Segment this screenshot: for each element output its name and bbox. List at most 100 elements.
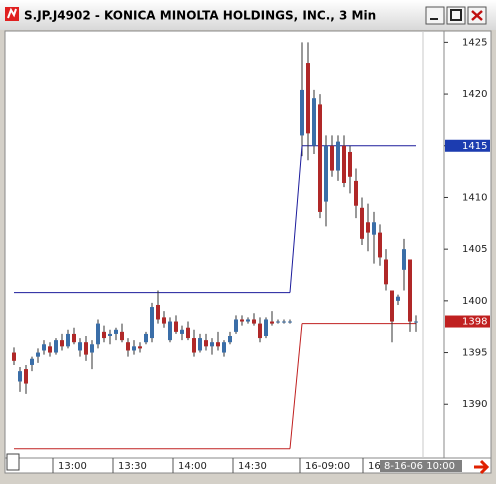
candle-body	[12, 352, 16, 361]
candle-body	[132, 346, 136, 351]
candle-body	[378, 232, 382, 258]
candle-body	[78, 342, 82, 351]
current-time-box	[380, 460, 462, 472]
candle-body	[90, 344, 94, 353]
candle-body	[384, 259, 388, 285]
candle-body	[66, 333, 70, 347]
candle-body	[360, 207, 364, 239]
plot-area	[4, 30, 445, 459]
candle-body	[72, 333, 76, 343]
price-marker	[445, 139, 490, 152]
candle-body	[402, 249, 406, 270]
y-tick-label: 1395	[462, 348, 487, 359]
time-axis	[4, 457, 492, 474]
candle-body	[408, 259, 412, 322]
candle-body	[198, 338, 202, 351]
y-tick-label: 1390	[462, 399, 487, 410]
candle-body	[342, 145, 346, 183]
candle-body	[282, 321, 286, 323]
title-bar	[0, 0, 496, 30]
current-time: 8-16-06 10:00	[384, 461, 455, 472]
price-marker-label: 1415	[462, 141, 487, 152]
high-line-step	[289, 145, 303, 293]
candle-body	[126, 342, 130, 351]
candle-body	[180, 329, 184, 334]
candle-body	[96, 323, 100, 345]
candle-body	[210, 342, 214, 347]
candle-body	[348, 151, 352, 177]
candle-body	[270, 321, 274, 324]
candle-body	[150, 307, 154, 339]
app-icon	[5, 7, 19, 21]
candle-body	[84, 342, 88, 355]
x-tick-label: 13:00	[58, 461, 87, 472]
candle-body	[186, 327, 190, 339]
candle-body	[300, 89, 304, 136]
candle-body	[156, 304, 160, 320]
candle-body	[366, 222, 370, 233]
candle-body	[336, 141, 340, 171]
y-tick-label: 1425	[462, 37, 487, 48]
candle-body	[36, 352, 40, 357]
candle-body	[30, 358, 34, 365]
scroll-right-arrow[interactable]	[474, 459, 490, 475]
candle-body	[234, 319, 238, 332]
candle-body	[138, 346, 142, 349]
candle-body	[174, 321, 178, 332]
window-title: S.JP.J4902 - KONICA MINOLTA HOLDINGS, IN…	[24, 9, 376, 23]
candle-body	[192, 338, 196, 353]
candle-body	[372, 222, 376, 235]
price-marker-label: 1398	[462, 317, 487, 328]
candle-body	[246, 319, 250, 322]
candle-body	[330, 145, 334, 171]
scroll-box[interactable]	[6, 453, 20, 471]
candle-body	[240, 319, 244, 322]
candle-body	[276, 321, 280, 323]
plot: 1390139514001405141014151420142514151398…	[12, 37, 490, 473]
candle-body	[168, 321, 172, 341]
y-tick-label: 1410	[462, 192, 487, 203]
candle-body	[216, 342, 220, 347]
low-line-step	[289, 323, 303, 449]
candle-body	[144, 333, 148, 343]
close-button[interactable]	[467, 6, 487, 25]
y-tick-label: 1400	[462, 296, 487, 307]
y-tick-label: 1405	[462, 244, 487, 255]
candle-body	[108, 333, 112, 336]
candle-body	[24, 369, 28, 384]
x-tick-label: 14:30	[238, 461, 267, 472]
candle-body	[324, 145, 328, 202]
candle-body	[312, 98, 316, 146]
candle-body	[252, 319, 256, 324]
candle-body	[204, 340, 208, 347]
minimize-button[interactable]	[425, 6, 445, 25]
candle-body	[390, 290, 394, 322]
candle-body	[54, 340, 58, 353]
candle-body	[228, 336, 232, 343]
candle-body	[42, 344, 46, 351]
candle-body	[354, 180, 358, 206]
candle-body	[288, 321, 292, 323]
x-tick-label: 13:30	[118, 461, 147, 472]
candle-body	[114, 329, 118, 334]
price-marker	[445, 315, 490, 328]
x-tick-label: 16	[368, 461, 381, 472]
candle-body	[264, 319, 268, 336]
candle-body	[222, 342, 226, 353]
x-tick-label: 14:00	[178, 461, 207, 472]
maximize-button[interactable]	[446, 6, 466, 25]
candle-body	[60, 340, 64, 347]
candle-body	[258, 323, 262, 339]
candle-body	[306, 63, 310, 134]
candle-body	[396, 296, 400, 301]
candle-body	[102, 331, 106, 339]
candle-body	[162, 317, 166, 324]
candle-body	[48, 346, 52, 353]
candle-body	[414, 321, 418, 323]
x-tick-label: 16-09:00	[305, 461, 350, 472]
candle-body	[120, 331, 124, 341]
candle-body	[318, 104, 322, 212]
y-tick-label: 1420	[462, 89, 487, 100]
